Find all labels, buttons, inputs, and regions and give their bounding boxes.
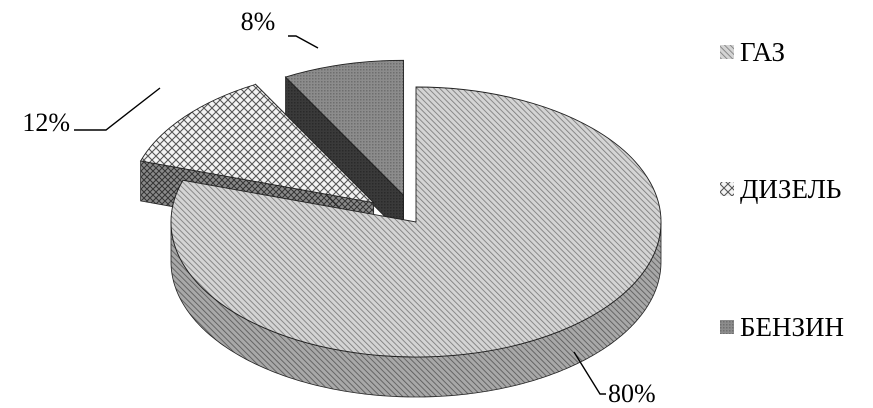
- legend-swatch-diesel: [720, 182, 734, 196]
- legend-swatch-petrol: [720, 320, 734, 334]
- legend: ГАЗ ДИЗЕЛЬ БЕНЗИН: [720, 37, 844, 342]
- legend-label-gas: ГАЗ: [740, 37, 785, 67]
- data-label-gas: 80%: [608, 379, 656, 408]
- leader-line-gas: [573, 351, 606, 395]
- legend-item-diesel: ДИЗЕЛЬ: [720, 174, 841, 204]
- pie-slice-gas: [170, 86, 662, 358]
- data-label-petrol: 8%: [241, 7, 276, 36]
- legend-swatch-gas: [720, 45, 734, 59]
- legend-label-petrol: БЕНЗИН: [740, 312, 844, 342]
- legend-item-gas: ГАЗ: [720, 37, 785, 67]
- pie-tops: [139, 59, 662, 358]
- pie-slice-petrol: [284, 59, 405, 197]
- legend-label-diesel: ДИЗЕЛЬ: [740, 174, 841, 204]
- data-label-diesel: 12%: [22, 108, 70, 137]
- legend-item-petrol: БЕНЗИН: [720, 312, 844, 342]
- pie-labels: 80% 12% 8%: [22, 7, 655, 408]
- pie-slice-diesel: [139, 83, 375, 204]
- leader-line-diesel: [74, 87, 161, 131]
- leader-line-petrol: [288, 35, 319, 49]
